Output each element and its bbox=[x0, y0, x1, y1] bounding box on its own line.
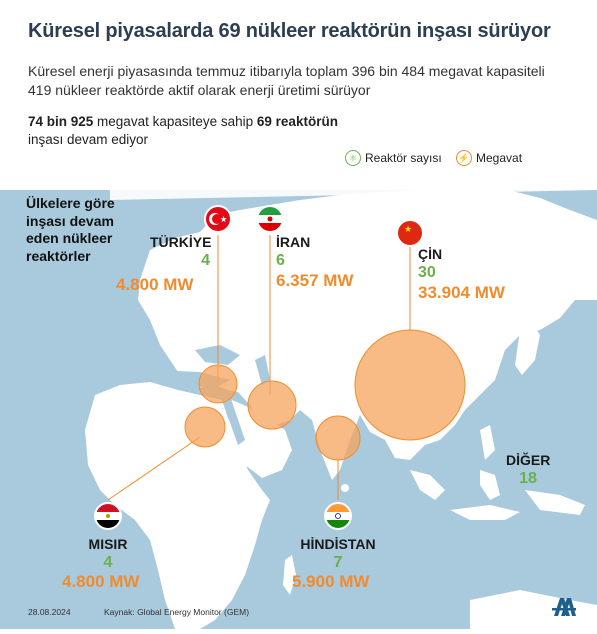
label-china: ÇİN 30 33.904 MW bbox=[418, 246, 505, 303]
reactor-count: 4 bbox=[201, 252, 210, 269]
footer-source: Kaynak: Global Energy Monitor (GEM) bbox=[104, 607, 250, 617]
header: Küresel piyasalarda 69 nükleer reaktörün… bbox=[0, 0, 597, 190]
reactor-count: 4 bbox=[103, 554, 113, 571]
megawatt-value: 33.904 MW bbox=[418, 283, 505, 302]
footer-date: 28.08.2024 bbox=[28, 607, 71, 617]
reactor-count: 7 bbox=[333, 554, 343, 571]
label-other: DİĞER 18 bbox=[506, 452, 550, 488]
country-name: TÜRKİYE bbox=[150, 234, 212, 250]
mw-india: 5.900 MW bbox=[292, 572, 370, 591]
legend-reactor: ⚛ Reaktör sayısı bbox=[345, 150, 442, 166]
subtitle: Küresel enerji piyasasında temmuz itibar… bbox=[28, 63, 545, 98]
china-flag: ★ bbox=[396, 219, 424, 247]
bubble-india bbox=[315, 415, 361, 461]
legend-reactor-label: Reaktör sayısı bbox=[365, 151, 442, 165]
bubble-china bbox=[354, 329, 466, 441]
lightning-icon: ⚡ bbox=[456, 150, 472, 166]
sub2-reactors: 69 reaktörün bbox=[256, 114, 338, 129]
mw-turkiye: 4.800 MW bbox=[116, 275, 194, 294]
bubble-turkiye bbox=[198, 364, 238, 404]
label-india: HİNDİSTAN 7 bbox=[296, 536, 380, 572]
label-egypt: MISIR 4 bbox=[86, 536, 130, 572]
aa-logo bbox=[552, 598, 576, 616]
atom-icon: ⚛ bbox=[345, 150, 361, 166]
reactor-count: 6 bbox=[276, 252, 285, 269]
subtitle-secondary: 74 bin 925 megavat kapasiteye sahip 69 r… bbox=[28, 113, 428, 149]
sub2-text-2: inşası devam ediyor bbox=[28, 132, 149, 147]
turkey-flag bbox=[204, 205, 232, 233]
leader-egypt bbox=[107, 436, 201, 501]
egypt-flag bbox=[94, 502, 122, 530]
label-turkiye: TÜRKİYE 4 bbox=[150, 234, 212, 270]
bubble-iran bbox=[247, 380, 297, 430]
legend-megawatt-label: Megavat bbox=[476, 151, 523, 165]
africa-land bbox=[85, 382, 270, 629]
label-iran: İRAN 6 6.357 MW bbox=[276, 234, 353, 291]
mw-egypt: 4.800 MW bbox=[62, 572, 140, 591]
svg-text:★: ★ bbox=[404, 225, 412, 235]
page-title: Küresel piyasalarda 69 nükleer reaktörün… bbox=[28, 20, 551, 42]
sub2-mw: 74 bin 925 bbox=[28, 114, 94, 129]
bubble-egypt bbox=[184, 406, 226, 448]
country-name: İRAN bbox=[276, 234, 311, 250]
sub2-text: megavat kapasiteye sahip bbox=[93, 114, 257, 129]
side-note: Ülkelere göre inşası devam eden nükleer … bbox=[26, 195, 115, 264]
iran-flag bbox=[256, 205, 284, 233]
country-name: MISIR bbox=[88, 536, 128, 552]
reactor-count: 18 bbox=[519, 470, 537, 487]
country-name: DİĞER bbox=[506, 452, 551, 468]
reactor-count: 30 bbox=[418, 264, 436, 281]
country-name: HİNDİSTAN bbox=[300, 536, 376, 552]
megawatt-value: 6.357 MW bbox=[276, 271, 354, 290]
legend-megawatt: ⚡ Megavat bbox=[456, 150, 522, 166]
country-name: ÇİN bbox=[418, 246, 443, 262]
india-flag bbox=[324, 502, 352, 530]
